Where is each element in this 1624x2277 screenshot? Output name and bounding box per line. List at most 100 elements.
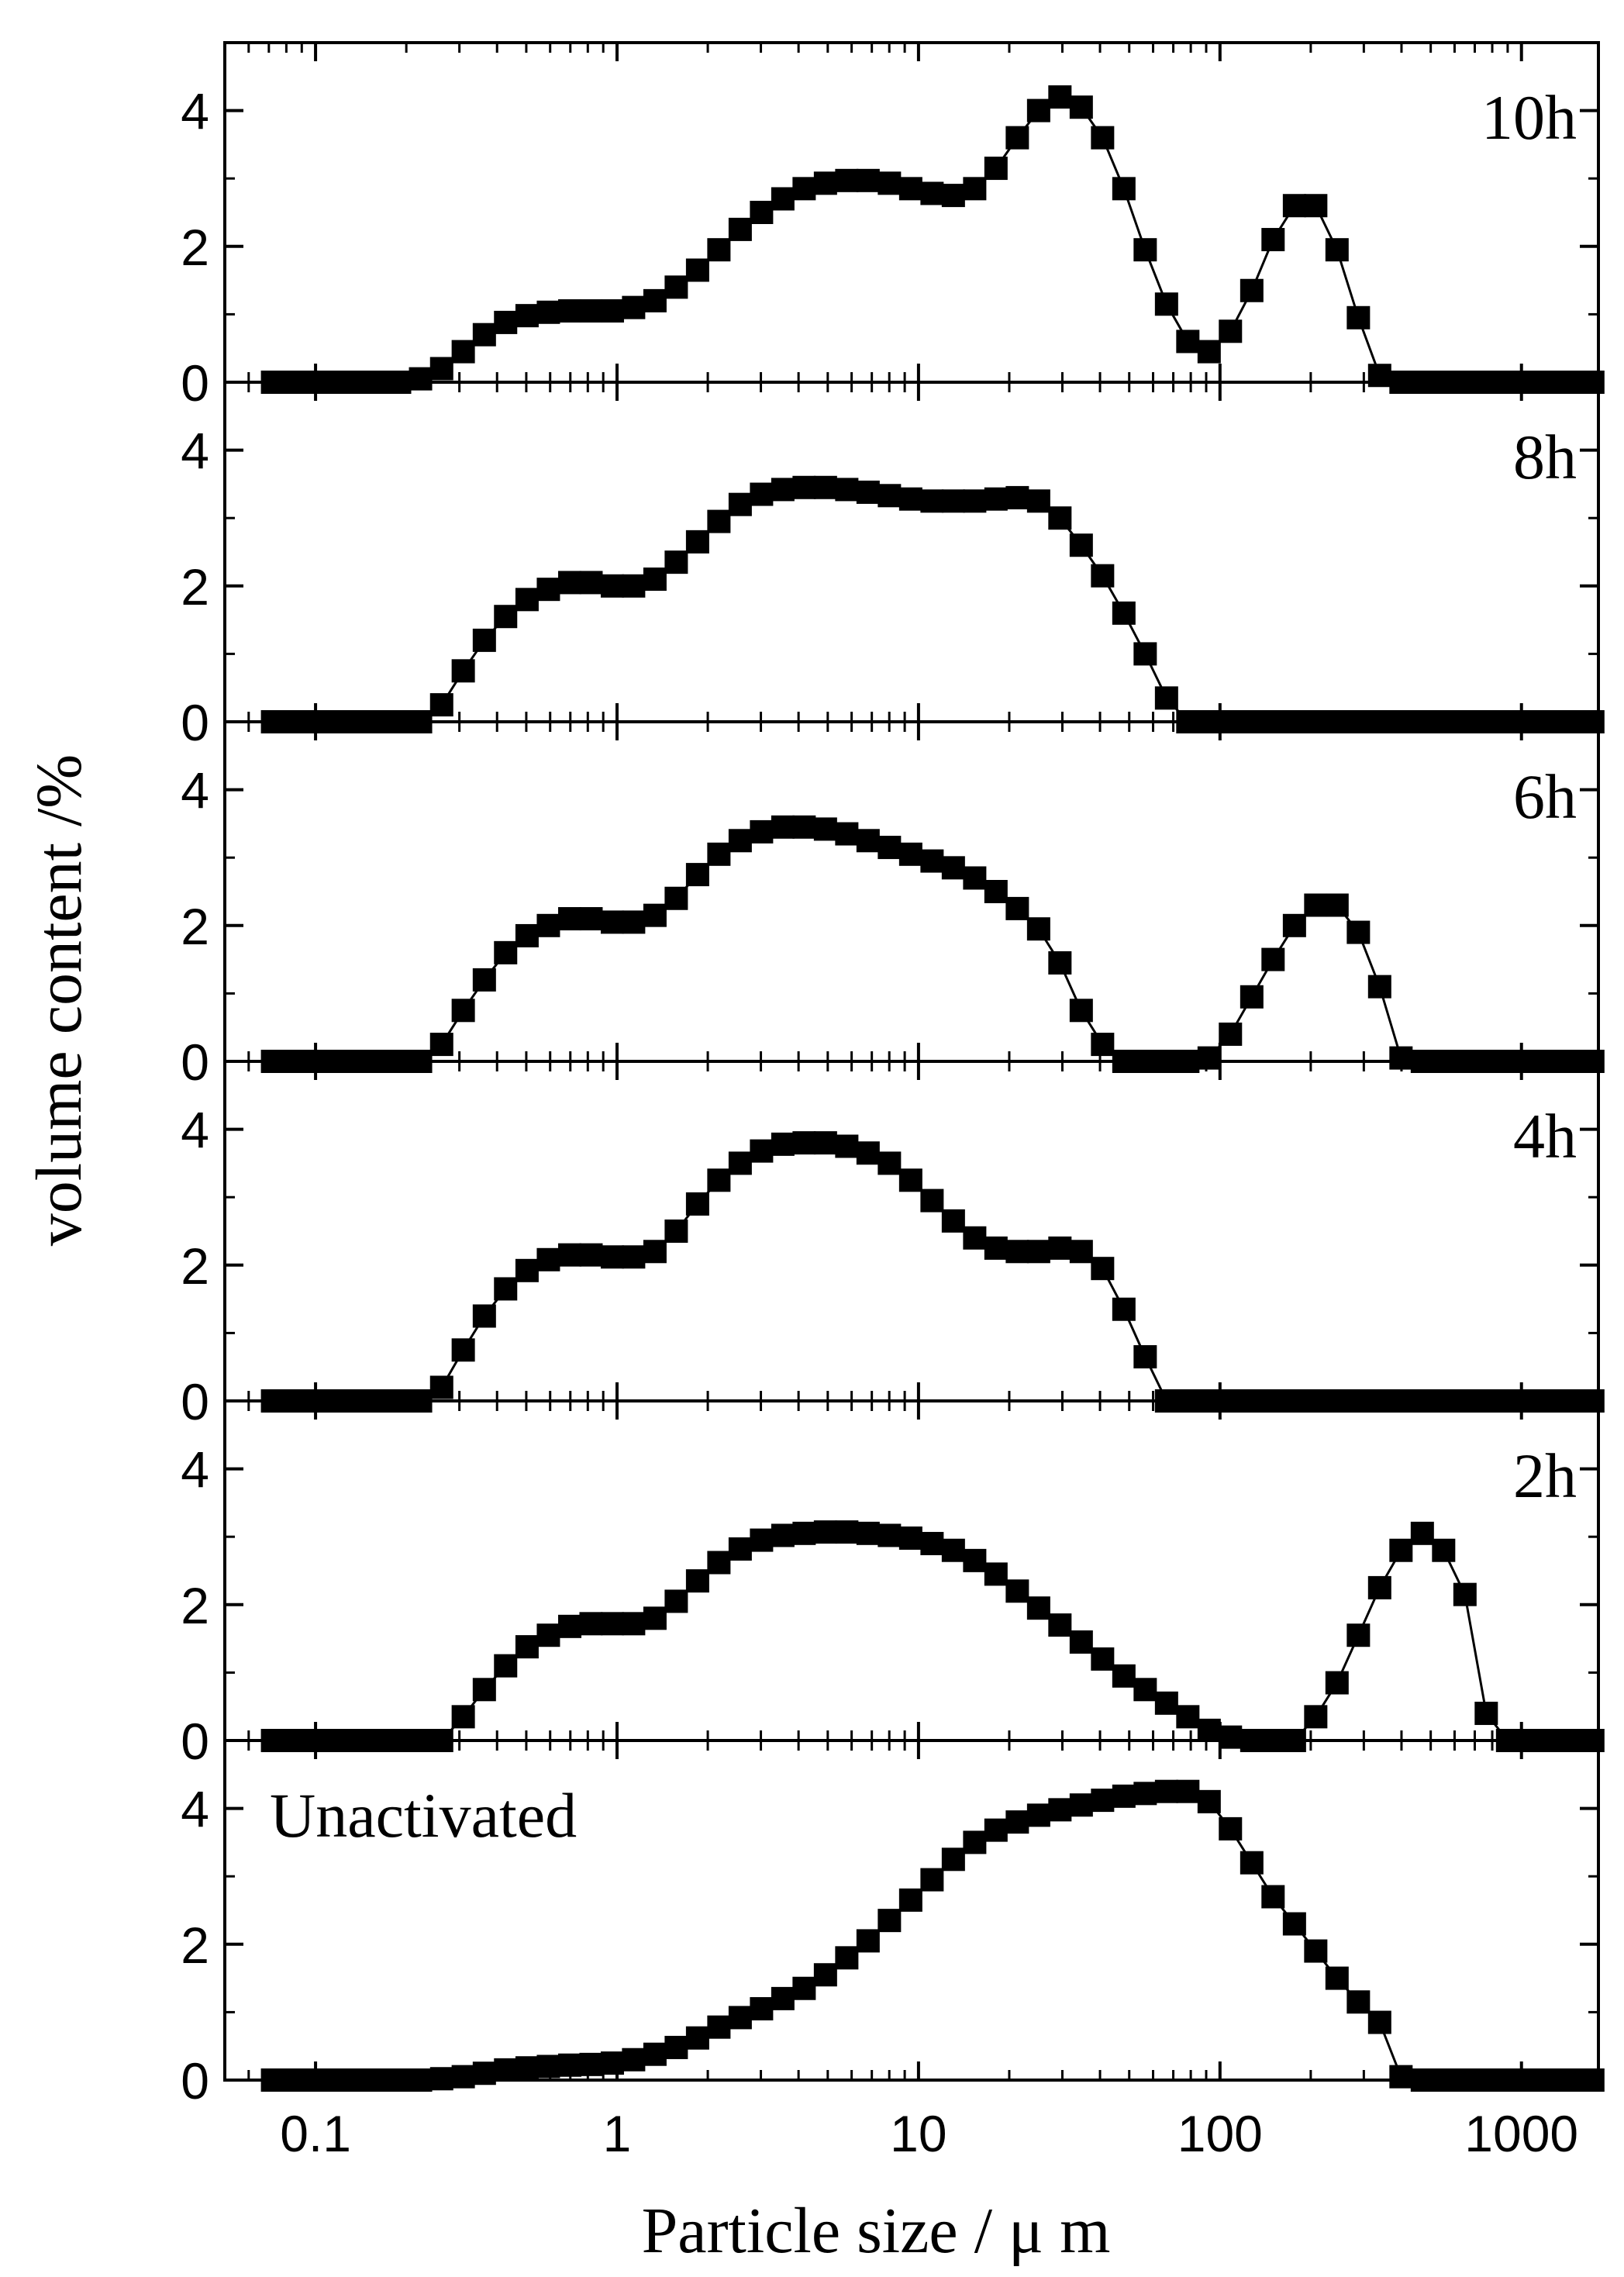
data-point	[1026, 98, 1050, 122]
data-point	[643, 1240, 667, 1264]
data-point	[1346, 305, 1371, 329]
data-point	[963, 489, 987, 513]
data-point	[1240, 985, 1264, 1009]
data-point	[1304, 194, 1328, 218]
data-point	[685, 2026, 709, 2050]
data-point	[1133, 1782, 1157, 1806]
data-point	[1091, 126, 1115, 150]
data-point	[1176, 329, 1200, 354]
data-point	[451, 1338, 475, 1362]
data-point	[813, 1520, 837, 1544]
data-point	[643, 1606, 667, 1630]
panel-2h: 0 2 4 2h	[181, 1399, 1605, 1770]
data-point	[1005, 1579, 1029, 1603]
data-point	[1048, 85, 1072, 109]
data-point	[558, 1243, 582, 1267]
data-point	[451, 659, 475, 683]
data-point	[878, 836, 902, 860]
data-point	[472, 1304, 496, 1328]
data-point	[600, 910, 624, 934]
data-point	[494, 310, 518, 334]
data-point	[1026, 917, 1050, 941]
data-point	[1367, 1575, 1391, 1599]
data-point	[558, 571, 582, 595]
data-point	[1282, 194, 1306, 218]
y-tick-label: 4	[181, 1102, 209, 1159]
data-point	[707, 1551, 731, 1575]
data-point	[1112, 177, 1136, 201]
data-point	[600, 1612, 624, 1636]
data-point	[1453, 1582, 1477, 1606]
data-point	[813, 171, 837, 195]
data-point	[835, 1520, 859, 1544]
data-point	[728, 2006, 752, 2030]
data-point	[1304, 1939, 1328, 1963]
data-point	[1261, 1885, 1285, 1909]
data-point	[856, 480, 880, 504]
data-point	[429, 357, 453, 381]
data-point	[1261, 228, 1285, 252]
data-point	[1474, 2068, 1498, 2092]
data-point	[1154, 686, 1178, 710]
data-point	[600, 574, 624, 598]
data-point	[1581, 2068, 1605, 2092]
data-point	[728, 1151, 752, 1175]
panel-frame	[223, 381, 1600, 723]
data-point	[472, 1678, 496, 1702]
data-point	[963, 1226, 987, 1250]
data-point	[1026, 1596, 1050, 1620]
data-point	[281, 2068, 305, 2092]
data-point	[878, 1523, 902, 1547]
y-tick-label: 0	[181, 694, 209, 751]
data-point	[1389, 2065, 1413, 2089]
data-point	[494, 1654, 518, 1678]
data-point	[1325, 238, 1349, 262]
panel-frame	[223, 41, 1600, 384]
data-point	[515, 2056, 539, 2080]
y-tick-label: 0	[181, 1033, 209, 1091]
data-point	[963, 1548, 987, 1572]
data-point	[1091, 564, 1115, 588]
x-tick-label: 1000	[1464, 2105, 1578, 2162]
data-point	[1282, 1912, 1306, 1936]
data-point	[898, 487, 922, 511]
data-point	[664, 1220, 688, 1243]
data-point	[622, 295, 646, 319]
data-point	[920, 181, 944, 205]
data-point	[515, 923, 539, 947]
data-point	[579, 907, 603, 931]
data-point	[1026, 1803, 1050, 1827]
data-point	[792, 1976, 816, 2000]
data-point	[472, 968, 496, 992]
data-point	[622, 2048, 646, 2072]
data-point	[1261, 947, 1285, 971]
panel-4h: 0 2 4 4h	[181, 1060, 1605, 1430]
y-tick-label: 2	[181, 1577, 209, 1634]
y-tick-label: 0	[181, 2052, 209, 2110]
data-point	[579, 571, 603, 595]
data-point	[579, 2052, 603, 2076]
data-point	[345, 2068, 369, 2092]
data-point	[771, 187, 795, 211]
data-point	[984, 1236, 1008, 1260]
data-point	[472, 323, 496, 347]
data-point	[643, 288, 667, 312]
y-tick-label: 4	[181, 1781, 209, 1838]
data-point	[792, 177, 816, 201]
data-point	[1538, 2068, 1562, 2092]
data-point	[707, 2015, 731, 2039]
data-point	[920, 1189, 944, 1213]
data-point	[366, 2068, 390, 2092]
data-point	[494, 2058, 518, 2082]
data-point	[1410, 1521, 1434, 1545]
data-point	[685, 1192, 709, 1216]
data-point	[1048, 1236, 1072, 1260]
y-tick-label: 4	[181, 83, 209, 140]
data-point	[1495, 2068, 1519, 2092]
data-point	[1154, 1691, 1178, 1715]
data-point	[856, 1141, 880, 1165]
data-point	[835, 168, 859, 192]
data-point	[1048, 1798, 1072, 1822]
data-point	[707, 238, 731, 262]
